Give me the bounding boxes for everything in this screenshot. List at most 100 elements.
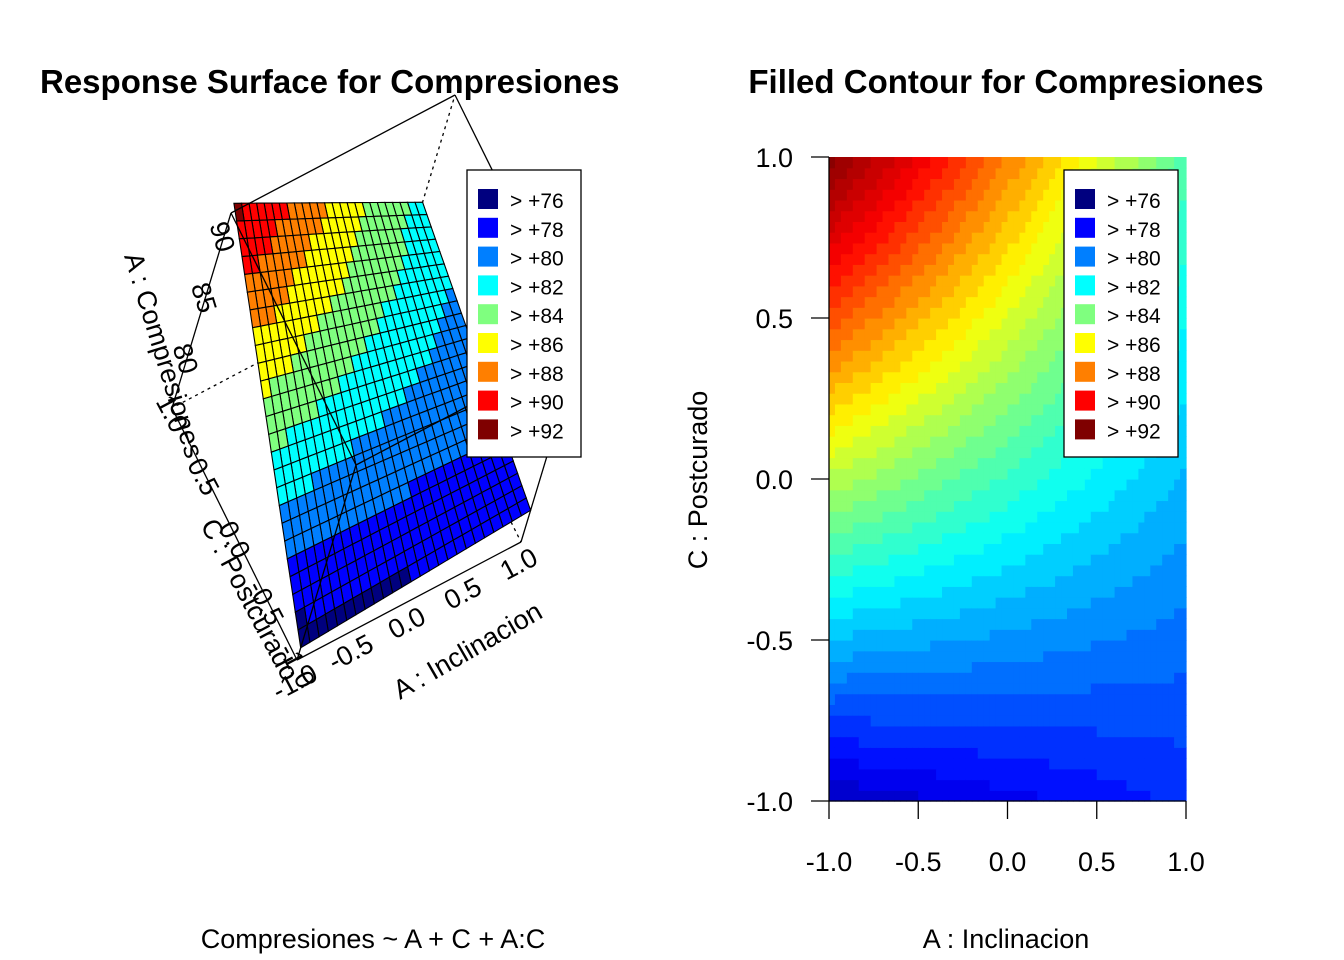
contour-cell <box>930 382 937 394</box>
contour-cell <box>894 167 901 180</box>
contour-cell <box>870 693 878 705</box>
contour-cell <box>953 157 961 169</box>
contour-cell <box>894 511 901 523</box>
contour-cell <box>846 672 854 684</box>
contour-cell <box>1025 296 1032 308</box>
contour-cell <box>912 382 919 394</box>
contour-cell <box>1162 758 1169 770</box>
contour-cell <box>995 339 1003 351</box>
contour-cell <box>846 328 854 341</box>
contour-cell <box>971 640 979 652</box>
contour-cell <box>995 532 1003 544</box>
contour-cell <box>1120 532 1128 544</box>
contour-cell <box>1013 157 1020 169</box>
contour-cell <box>852 403 860 416</box>
contour-cell <box>1156 747 1163 759</box>
contour-cell <box>971 307 979 319</box>
contour-cell <box>1025 650 1032 663</box>
contour-xtick-label: -1.0 <box>806 847 853 877</box>
contour-cell <box>846 393 854 405</box>
contour-cell <box>1180 500 1187 512</box>
contour-cell <box>1043 736 1050 748</box>
contour-cell <box>918 693 925 705</box>
contour-cell <box>834 221 842 233</box>
contour-cell <box>894 242 901 255</box>
contour-cell <box>1072 479 1080 491</box>
contour-cell <box>1096 468 1104 480</box>
contour-cell <box>1001 564 1009 577</box>
contour-cell <box>1025 532 1032 544</box>
contour-cell <box>864 157 872 169</box>
contour-cell <box>983 682 991 695</box>
contour-cell <box>924 575 931 587</box>
contour-cell <box>983 403 991 416</box>
contour-cell <box>846 446 854 459</box>
contour-cell <box>829 360 836 373</box>
contour-cell <box>1049 779 1056 791</box>
contour-cell <box>840 736 848 748</box>
contour-cell <box>1114 597 1122 609</box>
contour-cell <box>829 167 836 180</box>
contour-cell <box>971 532 979 544</box>
contour-cell <box>918 360 925 373</box>
contour-cell <box>948 210 955 222</box>
contour-cell <box>894 682 901 695</box>
contour-cell <box>1001 682 1009 695</box>
contour-cell <box>840 758 848 770</box>
contour-cell <box>900 564 907 577</box>
contour-cell <box>1072 511 1080 523</box>
contour-legend-swatch <box>1075 275 1095 296</box>
contour-cell <box>906 307 913 319</box>
contour-cell <box>936 436 943 448</box>
contour-cell <box>1096 597 1104 609</box>
contour-cell <box>852 328 860 341</box>
contour-cell <box>846 736 854 748</box>
contour-cell <box>1108 564 1116 577</box>
contour-cell <box>1049 221 1056 233</box>
contour-cell <box>942 511 949 523</box>
contour-cell <box>1090 736 1098 748</box>
contour-cell <box>864 285 872 298</box>
contour-cell <box>906 672 913 684</box>
contour-cell <box>852 511 860 523</box>
contour-cell <box>965 157 973 169</box>
contour-cell <box>1120 790 1128 802</box>
contour-cell <box>1108 554 1116 566</box>
contour-cell <box>882 704 890 716</box>
contour-cell <box>989 328 997 341</box>
contour-cell <box>1031 607 1038 620</box>
contour-cell <box>1138 618 1145 630</box>
contour-cell <box>1126 554 1134 566</box>
contour-cell <box>1150 597 1157 609</box>
contour-cell <box>829 736 836 748</box>
contour-cell <box>983 650 991 663</box>
contour-cell <box>918 715 925 727</box>
contour-cell <box>930 307 937 319</box>
contour-cell <box>888 264 896 276</box>
contour-cell <box>888 758 896 770</box>
contour-cell <box>930 350 937 362</box>
contour-cell <box>1150 640 1157 652</box>
contour-cell <box>900 307 907 319</box>
contour-cell <box>1084 779 1092 791</box>
contour-cell <box>1037 747 1044 759</box>
contour-cell <box>942 457 949 469</box>
surface-legend-entry: > +76 <box>510 190 564 213</box>
contour-cell <box>1055 736 1062 748</box>
contour-cell <box>1013 436 1020 448</box>
contour-cell <box>1025 575 1032 587</box>
contour-cell <box>1174 725 1181 738</box>
contour-cell <box>840 425 848 437</box>
contour-cell <box>870 758 878 770</box>
contour-cell <box>977 575 985 587</box>
contour-cell <box>1138 758 1145 770</box>
contour-cell <box>1180 157 1187 169</box>
contour-cell <box>1043 661 1050 673</box>
contour-cell <box>1144 661 1151 673</box>
contour-cell <box>906 725 913 738</box>
contour-cell <box>888 500 896 512</box>
contour-cell <box>1019 371 1026 383</box>
contour-cell <box>846 768 854 781</box>
contour-cell <box>852 607 860 620</box>
contour-cell <box>1007 318 1015 330</box>
